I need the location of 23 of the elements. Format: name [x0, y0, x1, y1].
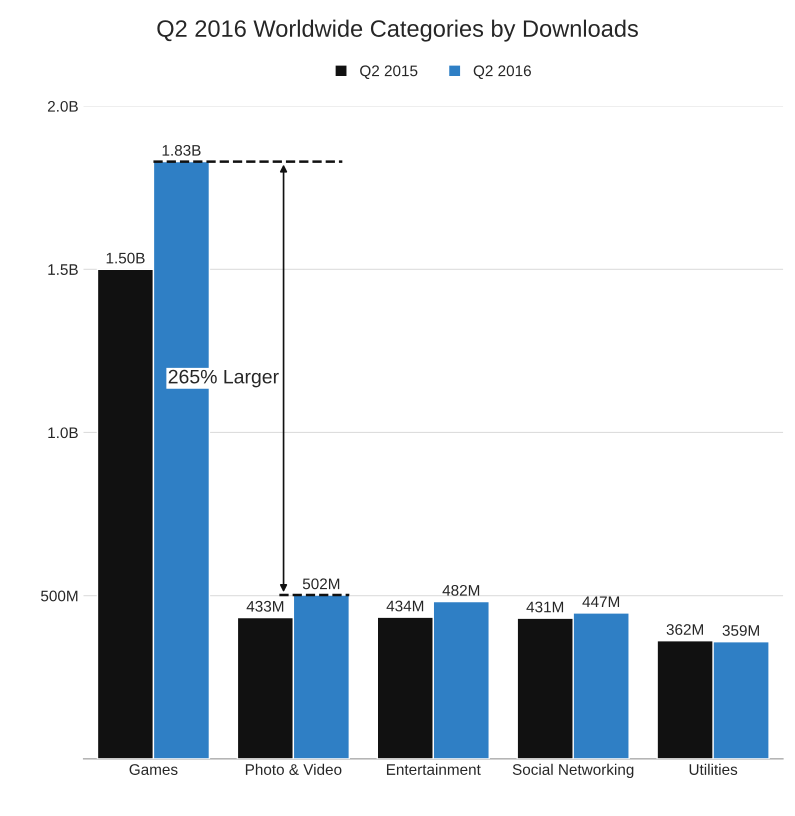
legend-label: Q2 2016: [474, 65, 531, 79]
data-label: 362M: [666, 624, 703, 635]
x-tick-label: Utilities: [690, 764, 738, 775]
data-label: 502M: [302, 578, 340, 590]
x-tick-label: Social Networking: [512, 764, 634, 778]
y-tick-label: 500M: [41, 590, 78, 602]
data-label: 431M: [526, 602, 564, 612]
x-tick-label: Entertainment: [386, 764, 481, 775]
data-label: 482M: [442, 584, 480, 596]
data-label: 1.83B: [162, 144, 201, 156]
legend-label: Q2 2015: [360, 65, 418, 79]
data-label: 433M: [246, 600, 284, 612]
x-tick-label: Photo & Video: [246, 764, 342, 775]
data-label: 1.50B: [106, 252, 145, 264]
chart-title: Q2 2016 Worldwide Categories by Downloads: [157, 20, 638, 42]
y-tick-label: 1.5B: [48, 264, 78, 275]
data-label: 359M: [722, 625, 759, 636]
y-tick-label: 2.0B: [48, 100, 78, 112]
y-tick-label: 1.0B: [48, 427, 78, 438]
annotation: 265% Larger: [168, 370, 279, 388]
x-tick-label: Games: [130, 764, 178, 775]
data-label: 447M: [582, 596, 620, 608]
data-label: 434M: [386, 600, 424, 612]
